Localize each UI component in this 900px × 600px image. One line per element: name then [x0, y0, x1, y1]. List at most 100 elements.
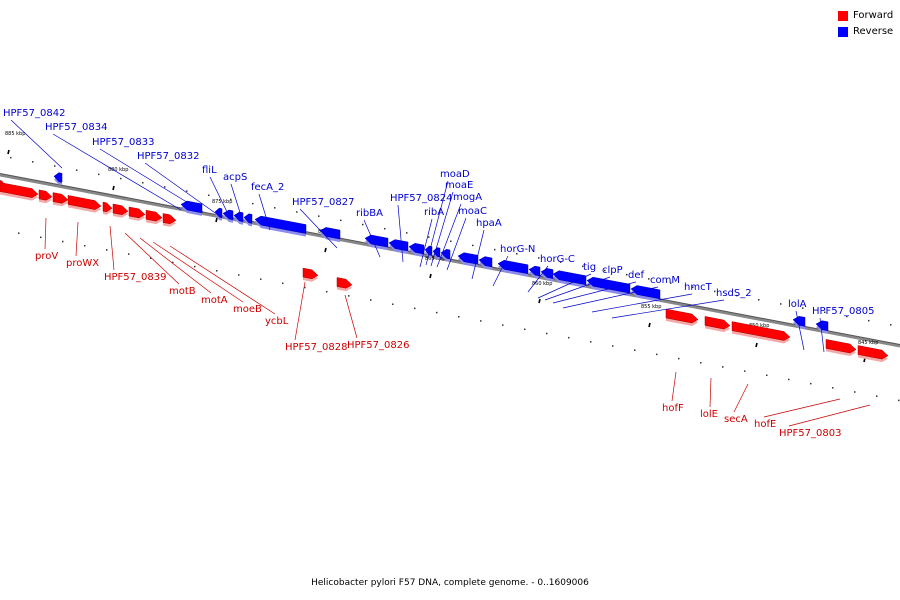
reverse-gene-leader — [552, 281, 637, 304]
forward-gene-leader — [763, 398, 841, 418]
reverse-gene-label-feca-2[interactable]: fecA_2 — [251, 182, 284, 193]
reverse-gene-leader — [258, 193, 271, 231]
forward-gene-label-lole[interactable]: lolE — [700, 409, 718, 420]
reverse-gene-label-hpf57-0827[interactable]: HPF57_0827 — [292, 197, 354, 208]
forward-gene-label-hpf57-0828[interactable]: HPF57_0828 — [285, 342, 347, 353]
reverse-gene-label-horg-n[interactable]: horG-N — [500, 244, 535, 255]
scale-minor-tick — [326, 290, 328, 293]
reverse-gene-label-clpp[interactable]: clpP — [602, 265, 623, 276]
forward-gene-arrow[interactable] — [112, 203, 129, 215]
forward-gene-arrow[interactable] — [302, 267, 319, 280]
scale-minor-tick — [802, 307, 804, 309]
forward-gene-arrow[interactable] — [102, 201, 113, 213]
forward-gene-leader — [294, 281, 306, 341]
reverse-gene-leader — [591, 293, 693, 313]
reverse-gene-label-moga[interactable]: mogA — [453, 192, 482, 203]
forward-gene-label-hofe[interactable]: hofE — [754, 419, 776, 430]
forward-gene-leader — [733, 383, 749, 413]
forward-gene-label-hpf57-0826[interactable]: HPF57_0826 — [347, 340, 409, 351]
reverse-gene-label-hmct[interactable]: hmcT — [684, 282, 713, 293]
scale-minor-tick — [296, 211, 298, 213]
scale-major-tick — [7, 149, 10, 155]
reverse-gene-arrow[interactable] — [364, 234, 389, 248]
forward-gene-arrow[interactable] — [704, 316, 731, 330]
forward-gene-label-mota[interactable]: motA — [201, 295, 228, 306]
reverse-gene-label-ribba[interactable]: ribBA — [356, 208, 383, 219]
forward-gene-arrow[interactable] — [665, 308, 699, 324]
reverse-gene-arrow[interactable] — [497, 260, 529, 275]
forward-gene-leader — [709, 377, 712, 408]
reverse-gene-label-moae[interactable]: moaE — [445, 180, 473, 191]
forward-gene-arrow[interactable] — [857, 345, 889, 360]
forward-gene-label-moeb[interactable]: moeB — [233, 304, 262, 315]
reverse-gene-arrow[interactable] — [630, 285, 661, 300]
reverse-gene-arrow[interactable] — [432, 247, 441, 258]
forward-gene-label-hpf57-0803[interactable]: HPF57_0803 — [779, 428, 841, 439]
forward-gene-arrow[interactable] — [336, 277, 353, 289]
forward-gene-label-seca[interactable]: secA — [724, 414, 748, 425]
forward-gene-label-hoff[interactable]: hofF — [662, 403, 684, 414]
reverse-gene-arrow[interactable] — [440, 249, 451, 260]
reverse-gene-arrow[interactable] — [552, 270, 587, 286]
reverse-gene-label-hpaa[interactable]: hpaA — [476, 218, 502, 229]
forward-gene-arrow[interactable] — [825, 339, 857, 354]
reverse-gene-arrow[interactable] — [815, 320, 829, 332]
forward-gene-arrow[interactable] — [0, 182, 39, 198]
reverse-gene-label-moad[interactable]: moaD — [440, 169, 470, 180]
reverse-gene-arrow[interactable] — [478, 256, 493, 268]
reverse-gene-label-hpf57-0833[interactable]: HPF57_0833 — [92, 137, 154, 148]
forward-gene-label-motb[interactable]: motB — [169, 286, 196, 297]
reverse-gene-leader — [819, 317, 825, 353]
reverse-gene-label-lola[interactable]: lolA — [788, 299, 807, 310]
legend-reverse: Reverse — [838, 26, 893, 37]
reverse-gene-arrow[interactable] — [53, 172, 63, 183]
scale-minor-tick — [32, 161, 34, 163]
forward-gene-arrow[interactable] — [145, 209, 163, 222]
gene-labels: HPF57_0842 HPF57_0834 HPF57_0833 HPF57_0832… — [3, 108, 874, 439]
reverse-gene-arrow[interactable] — [528, 265, 541, 277]
reverse-gene-label-moac[interactable]: moaC — [458, 206, 487, 217]
forward-gene-leader — [44, 217, 47, 250]
forward-gene-arrow[interactable] — [67, 195, 102, 210]
forward-gene-label-prowx[interactable]: proWX — [66, 258, 99, 269]
reverse-gene-label-horg-c[interactable]: horG-C — [540, 254, 575, 265]
reverse-gene-label-acps[interactable]: acpS — [223, 172, 247, 183]
reverse-gene-label-hpf57-0824[interactable]: HPF57_0824 — [390, 193, 452, 204]
reverse-gene-label-tig[interactable]: tig — [583, 262, 596, 273]
forward-gene-label-ycbl[interactable]: ycbL — [265, 316, 289, 327]
reverse-gene-leader — [795, 310, 805, 351]
reverse-gene-label-riba[interactable]: ribA — [424, 207, 444, 218]
reverse-gene-arrow[interactable] — [254, 215, 307, 234]
reverse-gene-label-hpf57-0834[interactable]: HPF57_0834 — [45, 122, 107, 133]
reverse-gene-label-hpf57-0805[interactable]: HPF57_0805 — [812, 306, 874, 317]
reverse-gene-label-comm[interactable]: comM — [650, 275, 680, 286]
forward-gene-label-prov[interactable]: proV — [35, 251, 58, 262]
forward-gene-arrow[interactable] — [52, 192, 69, 204]
scale-minor-tick — [54, 165, 56, 167]
reverse-gene-arrow[interactable] — [222, 209, 234, 221]
forward-gene-arrow[interactable] — [128, 206, 146, 219]
scale-minor-tick — [560, 261, 562, 263]
reverse-gene-label-def[interactable]: def — [628, 270, 645, 281]
reverse-gene-label-hpf57-0842[interactable]: HPF57_0842 — [3, 108, 65, 119]
scale-minor-tick — [604, 269, 606, 272]
reverse-gene-leader — [144, 162, 219, 216]
reverse-gene-label-flil[interactable]: fliL — [202, 165, 217, 176]
scale-minor-tick — [194, 265, 196, 268]
reverse-gene-arrow[interactable] — [457, 252, 479, 265]
scale-minor-tick — [582, 265, 584, 268]
forward-gene-arrow[interactable] — [162, 213, 177, 225]
reverse-gene-leader — [446, 217, 467, 271]
scale-minor-tick — [692, 286, 694, 288]
scale-major-tick — [112, 185, 115, 191]
reverse-gene-label-hsds-2[interactable]: hsdS_2 — [716, 288, 752, 299]
reverse-gene-leader — [363, 219, 381, 258]
reverse-gene-arrow[interactable] — [408, 243, 425, 255]
forward-gene-label-hpf57-0839[interactable]: HPF57_0839 — [104, 272, 166, 283]
forward-gene-arrow[interactable] — [38, 189, 53, 201]
reverse-gene-arrow[interactable] — [792, 316, 806, 327]
reverse-gene-arrow[interactable] — [388, 239, 409, 252]
reverse-gene-arrow[interactable] — [243, 213, 253, 224]
forward-gene-arrow[interactable] — [731, 321, 791, 341]
reverse-gene-label-hpf57-0832[interactable]: HPF57_0832 — [137, 151, 199, 162]
